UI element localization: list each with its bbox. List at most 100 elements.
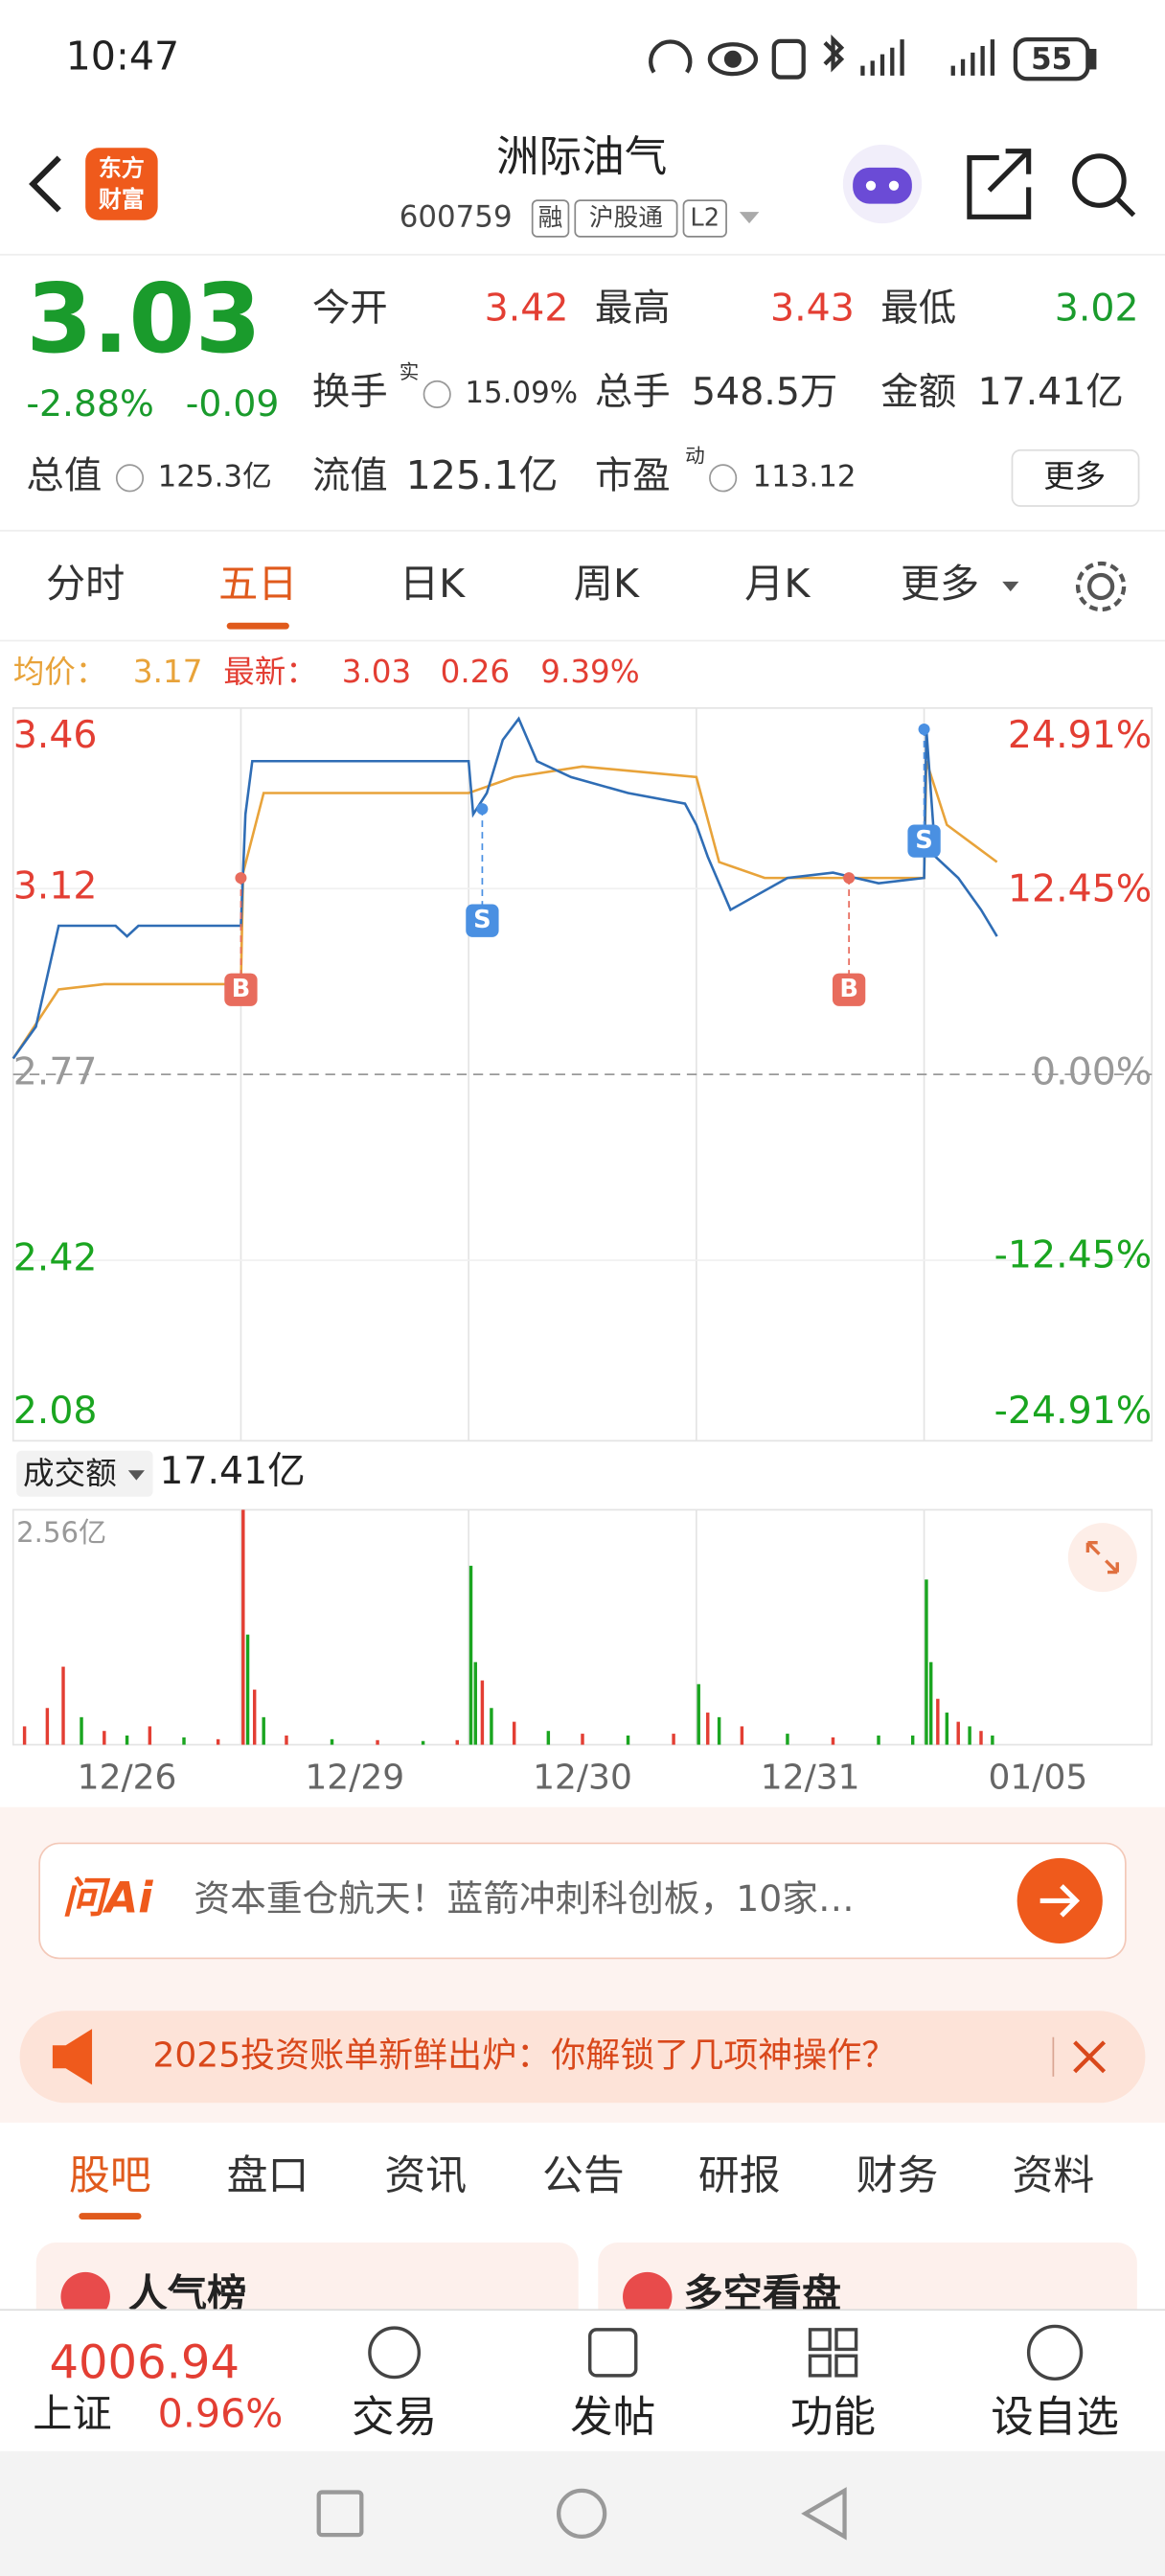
system-buttons[interactable] [316, 2487, 847, 2541]
marker-badge [224, 973, 258, 1006]
field-label: 换手 [312, 370, 388, 414]
volume-bar [262, 1716, 265, 1745]
tab[interactable]: 月K [744, 561, 811, 607]
volume-bar [936, 1698, 940, 1745]
system-nav [0, 2450, 1165, 2576]
y2-tick-label: -24.91% [994, 1389, 1153, 1433]
sub-tab[interactable]: 资讯 [384, 2152, 467, 2200]
volume-bar [241, 1509, 245, 1745]
logo-text: 东方 [99, 155, 145, 182]
sub-tab[interactable]: 盘口 [227, 2152, 309, 2200]
volume-bar [740, 1726, 744, 1745]
volume-bar [252, 1690, 257, 1745]
volume-bar [706, 1713, 710, 1745]
field-label: 金额 [880, 370, 956, 414]
y2-tick-label: -12.45% [994, 1233, 1153, 1277]
volume-bar [480, 1680, 485, 1745]
volume-bar [697, 1684, 700, 1745]
volume-bar [22, 1726, 27, 1745]
y-tick-label: 2.42 [13, 1236, 98, 1280]
settings-button[interactable] [1075, 561, 1127, 612]
volume-bar [512, 1721, 516, 1745]
y-tick-label: 2.08 [13, 1389, 98, 1433]
promo-text: 2025投资账单新鲜出炉：你解锁了几项神操作？ [153, 2036, 897, 2075]
field-note: 动 [685, 445, 705, 468]
tab-underline [226, 622, 289, 630]
marker-badge [832, 973, 866, 1006]
tab[interactable]: 更多 [901, 561, 979, 607]
field-label: 市盈 [595, 453, 671, 497]
sub-tab[interactable]: 资料 [1013, 2152, 1095, 2200]
arrow-icon [1039, 1884, 1081, 1918]
y-tick-label: 2.77 [13, 1050, 98, 1094]
volume-total: 17.41亿 [159, 1449, 305, 1493]
sub-tab[interactable]: 研报 [698, 2152, 781, 2200]
more-label: 更多 [1043, 458, 1106, 494]
volume-bar [925, 1579, 928, 1745]
bottom-bar [0, 2310, 1165, 2451]
volume-bar [376, 1739, 379, 1745]
close-button[interactable] [1073, 2040, 1107, 2074]
clock: 10:47 [66, 34, 180, 80]
more-button[interactable] [1011, 448, 1140, 507]
marker-dot [918, 724, 930, 736]
tag: L2 [690, 204, 720, 233]
legend-value: 0.26 [441, 654, 511, 690]
logo-text: 财富 [99, 186, 145, 213]
assistant-avatar[interactable] [842, 144, 923, 224]
volume-bar [717, 1716, 721, 1745]
price: 3.03 [26, 264, 261, 375]
nav-item[interactable]: 发帖 [570, 2392, 655, 2442]
nav-item[interactable]: 交易 [352, 2392, 437, 2442]
marker-badge [907, 824, 941, 858]
tab[interactable]: 五日 [218, 561, 297, 607]
dropdown-arrow [127, 1470, 145, 1481]
volume-bar [979, 1731, 983, 1745]
dropdown-arrow[interactable] [739, 212, 760, 224]
ai-prompt: 资本重仓航天！蓝箭冲刺科创板，10家… [194, 1877, 854, 1920]
nav-item[interactable]: 设自选 [991, 2392, 1119, 2442]
field-value: 17.41亿 [977, 370, 1123, 414]
chart: 3.46 3.12 2.77 2.42 2.08 24.91% 12.45% 0.00% -12… [11, 707, 1153, 1441]
volume-bar [968, 1726, 971, 1745]
legend-value: 9.39% [540, 654, 639, 690]
tab[interactable]: 日K [400, 561, 466, 607]
sub-tab[interactable]: 股吧 [69, 2152, 151, 2200]
tab[interactable]: 周K [574, 561, 640, 607]
sub-tab[interactable]: 公告 [542, 2152, 625, 2200]
field-value: 548.5万 [692, 370, 837, 414]
volume-bar [910, 1735, 915, 1745]
back-button[interactable] [29, 155, 61, 213]
volume-bar [103, 1731, 106, 1745]
tab[interactable]: 分时 [46, 561, 125, 607]
search-button[interactable] [1072, 153, 1136, 218]
promo-pill[interactable] [19, 2011, 1146, 2104]
index-value[interactable]: 4006.94 [49, 2336, 240, 2390]
ai-logo: 问Ai [62, 1873, 153, 1922]
metric-label: 成交额 [23, 1455, 117, 1491]
expand-button[interactable] [1067, 1523, 1137, 1593]
x-tick-label: 12/29 [305, 1759, 404, 1798]
stock-name: 洲际油气 [496, 131, 667, 181]
marker-dot [235, 872, 247, 885]
ai-search-box[interactable] [38, 1842, 1127, 1960]
x-tick-label: 12/30 [533, 1759, 632, 1798]
nav-item[interactable]: 功能 [790, 2392, 876, 2442]
field-value: 15.09% [465, 376, 578, 410]
megaphone-icon [52, 2029, 93, 2085]
y-tick-label: 2.56亿 [16, 1516, 106, 1549]
index-pct: 0.96% [158, 2391, 284, 2437]
volume-bar [581, 1734, 584, 1745]
sub-tab[interactable]: 财务 [857, 2152, 939, 2200]
metric-selector[interactable] [16, 1450, 153, 1497]
volume-bar [928, 1662, 933, 1745]
legend-value: 3.17 [133, 654, 203, 690]
stock-code: 600759 [400, 200, 513, 235]
share-button[interactable] [967, 149, 1032, 219]
volume-bar [956, 1721, 960, 1745]
volume-bar [546, 1731, 551, 1745]
marker-badge [466, 904, 499, 937]
volume-bar [125, 1735, 129, 1745]
